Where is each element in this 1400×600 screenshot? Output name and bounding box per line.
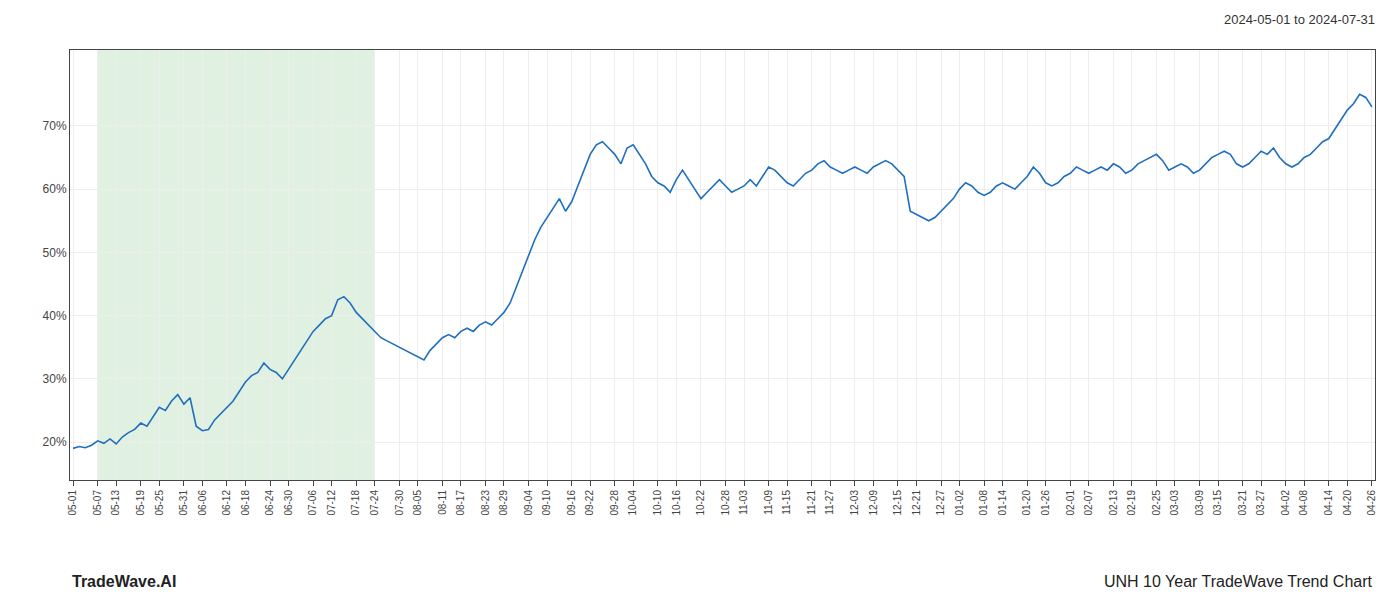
svg-text:02-13: 02-13 xyxy=(1108,490,1119,516)
svg-text:11-09: 11-09 xyxy=(763,490,774,515)
svg-text:02-01: 02-01 xyxy=(1065,490,1076,516)
svg-text:04-08: 04-08 xyxy=(1298,490,1309,516)
svg-text:09-10: 09-10 xyxy=(541,490,552,516)
svg-text:02-25: 02-25 xyxy=(1151,490,1162,516)
svg-text:50%: 50% xyxy=(43,246,67,260)
svg-text:11-21: 11-21 xyxy=(806,490,817,515)
svg-text:02-19: 02-19 xyxy=(1126,490,1137,516)
svg-text:03-27: 03-27 xyxy=(1255,490,1266,516)
svg-text:05-25: 05-25 xyxy=(154,490,165,516)
svg-text:10-16: 10-16 xyxy=(671,490,682,516)
svg-text:02-07: 02-07 xyxy=(1083,490,1094,516)
svg-text:03-03: 03-03 xyxy=(1169,490,1180,516)
svg-text:UNH 10 Year TradeWave Trend Ch: UNH 10 Year TradeWave Trend Chart xyxy=(1104,573,1373,590)
svg-text:01-20: 01-20 xyxy=(1021,490,1032,516)
svg-text:05-01: 05-01 xyxy=(67,490,78,516)
svg-text:01-08: 01-08 xyxy=(978,490,989,516)
svg-text:2024-05-01 to 2024-07-31: 2024-05-01 to 2024-07-31 xyxy=(1224,12,1375,27)
svg-text:07-18: 07-18 xyxy=(350,490,361,516)
svg-text:09-16: 09-16 xyxy=(566,490,577,516)
svg-text:05-07: 05-07 xyxy=(92,490,103,516)
svg-text:04-26: 04-26 xyxy=(1366,490,1377,516)
svg-text:07-12: 07-12 xyxy=(326,490,337,516)
svg-text:11-27: 11-27 xyxy=(824,490,835,515)
svg-text:10-22: 10-22 xyxy=(695,490,706,516)
svg-text:06-12: 06-12 xyxy=(221,490,232,516)
svg-text:08-17: 08-17 xyxy=(455,490,466,516)
svg-text:12-09: 12-09 xyxy=(868,490,879,516)
svg-text:10-04: 10-04 xyxy=(627,490,638,516)
svg-text:30%: 30% xyxy=(43,372,67,386)
svg-text:03-21: 03-21 xyxy=(1237,490,1248,516)
svg-text:10-28: 10-28 xyxy=(720,490,731,516)
svg-text:20%: 20% xyxy=(43,435,67,449)
svg-text:04-20: 04-20 xyxy=(1342,490,1353,516)
svg-text:12-03: 12-03 xyxy=(849,490,860,516)
svg-text:12-21: 12-21 xyxy=(911,490,922,516)
svg-text:08-11: 08-11 xyxy=(437,490,448,515)
svg-text:10-10: 10-10 xyxy=(652,490,663,516)
svg-text:06-24: 06-24 xyxy=(264,490,275,516)
svg-text:04-14: 04-14 xyxy=(1323,490,1334,516)
svg-text:06-06: 06-06 xyxy=(197,490,208,516)
svg-text:11-15: 11-15 xyxy=(781,490,792,515)
svg-text:09-28: 09-28 xyxy=(609,490,620,516)
svg-text:07-06: 07-06 xyxy=(307,490,318,516)
svg-text:05-19: 05-19 xyxy=(135,490,146,516)
svg-text:04-02: 04-02 xyxy=(1280,490,1291,516)
svg-text:09-22: 09-22 xyxy=(584,490,595,516)
svg-text:60%: 60% xyxy=(43,182,67,196)
svg-text:03-09: 03-09 xyxy=(1194,490,1205,516)
svg-text:05-13: 05-13 xyxy=(110,490,121,516)
svg-text:05-31: 05-31 xyxy=(178,490,189,516)
svg-text:07-24: 07-24 xyxy=(369,490,380,516)
svg-text:03-15: 03-15 xyxy=(1212,490,1223,516)
svg-text:01-02: 01-02 xyxy=(954,490,965,516)
svg-text:09-04: 09-04 xyxy=(523,490,534,516)
svg-text:07-30: 07-30 xyxy=(394,490,405,516)
svg-text:70%: 70% xyxy=(43,119,67,133)
svg-text:08-29: 08-29 xyxy=(498,490,509,516)
svg-text:11-03: 11-03 xyxy=(738,490,749,515)
svg-text:06-18: 06-18 xyxy=(240,490,251,516)
svg-text:01-26: 01-26 xyxy=(1040,490,1051,516)
svg-text:01-14: 01-14 xyxy=(997,490,1008,516)
svg-text:40%: 40% xyxy=(43,309,67,323)
svg-text:TradeWave.AI: TradeWave.AI xyxy=(72,573,176,590)
svg-text:06-30: 06-30 xyxy=(283,490,294,516)
svg-text:12-15: 12-15 xyxy=(892,490,903,516)
svg-text:12-27: 12-27 xyxy=(935,490,946,516)
svg-text:08-05: 08-05 xyxy=(412,490,423,516)
svg-text:08-23: 08-23 xyxy=(480,490,491,516)
